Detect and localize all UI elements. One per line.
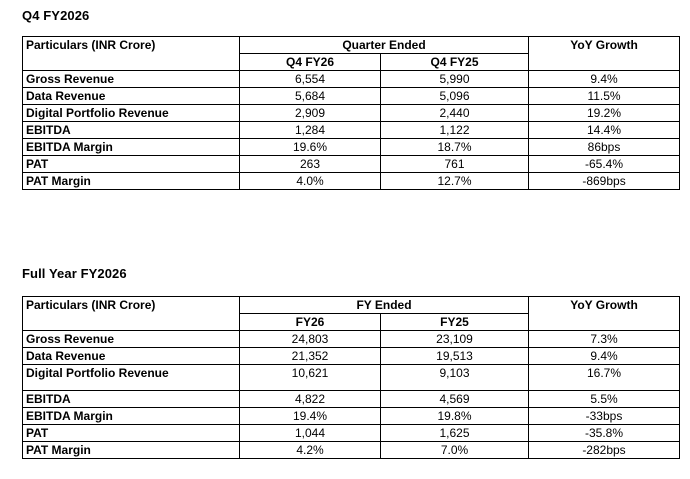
yoy-value-cell: 9.4%	[528, 347, 680, 365]
current-value-cell: 1,044	[239, 424, 381, 442]
row-label-cell: PAT	[22, 424, 240, 442]
table-row: Digital Portfolio Revenue 10,621 9,103 1…	[22, 364, 680, 391]
yoy-value-cell: 5.5%	[528, 390, 680, 408]
row-label-cell: Data Revenue	[22, 87, 240, 105]
current-value-cell: 1,284	[239, 121, 381, 139]
yoy-value-cell: -869bps	[528, 172, 681, 190]
current-value-cell: 263	[239, 155, 381, 173]
row-label-cell: PAT	[22, 155, 240, 173]
prior-value-cell: 761	[379, 155, 530, 173]
particulars-header-cell: Particulars (INR Crore)	[22, 36, 240, 71]
current-value-cell: 4,822	[239, 390, 381, 408]
prior-value-cell: 7.0%	[380, 441, 529, 459]
current-value-cell: 19.4%	[239, 407, 381, 425]
prior-period-header-cell: Q4 FY25	[379, 53, 530, 71]
row-label-cell: EBITDA Margin	[22, 138, 240, 156]
table-row: Gross Revenue 6,554 5,990 9.4%	[22, 70, 681, 88]
current-value-cell: 4.0%	[239, 172, 381, 190]
prior-value-cell: 19.8%	[380, 407, 529, 425]
yoy-value-cell: -282bps	[528, 441, 680, 459]
header-row-primary: Particulars (INR Crore) Quarter Ended Yo…	[22, 36, 681, 71]
period-group-header-cell: Quarter Ended	[238, 36, 530, 54]
row-label-cell: EBITDA Margin	[22, 407, 240, 425]
row-label-cell: PAT Margin	[22, 172, 240, 190]
period-group-header-cell: FY Ended	[239, 296, 529, 314]
table-row: PAT 1,044 1,625 -35.8%	[22, 424, 680, 442]
current-period-header-cell: FY26	[239, 313, 381, 331]
yoy-value-cell: 86bps	[528, 138, 681, 156]
row-label-cell: EBITDA	[22, 121, 240, 139]
current-value-cell: 21,352	[239, 347, 381, 365]
particulars-header-cell: Particulars (INR Crore)	[22, 296, 240, 331]
prior-value-cell: 18.7%	[379, 138, 530, 156]
yoy-value-cell: -65.4%	[528, 155, 681, 173]
header-row-primary: Particulars (INR Crore) FY Ended YoY Gro…	[22, 296, 680, 331]
table-row: PAT Margin 4.0% 12.7% -869bps	[22, 172, 681, 190]
prior-value-cell: 12.7%	[379, 172, 530, 190]
table-row: EBITDA 4,822 4,569 5.5%	[22, 390, 680, 408]
row-label-cell: Gross Revenue	[22, 330, 240, 348]
yoy-value-cell: 11.5%	[528, 87, 681, 105]
current-value-cell: 4.2%	[239, 441, 381, 459]
row-label-cell: Gross Revenue	[22, 70, 240, 88]
full-year-section-heading: Full Year FY2026	[22, 266, 127, 281]
prior-value-cell: 1,625	[380, 424, 529, 442]
yoy-value-cell: 9.4%	[528, 70, 681, 88]
current-value-cell: 6,554	[239, 70, 381, 88]
prior-period-header-cell: FY25	[380, 313, 529, 331]
prior-value-cell: 5,990	[379, 70, 530, 88]
yoy-value-cell: 14.4%	[528, 121, 681, 139]
table-row: EBITDA Margin 19.4% 19.8% -33bps	[22, 407, 680, 425]
yoy-value-cell: -33bps	[528, 407, 680, 425]
q4-results-table: Particulars (INR Crore) Quarter Ended Yo…	[22, 36, 681, 190]
full-year-results-table: Particulars (INR Crore) FY Ended YoY Gro…	[22, 296, 680, 459]
prior-value-cell: 9,103	[380, 364, 529, 391]
table-row: Digital Portfolio Revenue 2,909 2,440 19…	[22, 104, 681, 122]
prior-value-cell: 1,122	[379, 121, 530, 139]
table-row: PAT Margin 4.2% 7.0% -282bps	[22, 441, 680, 459]
prior-value-cell: 5,096	[379, 87, 530, 105]
prior-value-cell: 2,440	[379, 104, 530, 122]
current-value-cell: 19.6%	[239, 138, 381, 156]
row-label-cell: Digital Portfolio Revenue	[22, 364, 240, 391]
yoy-value-cell: 16.7%	[528, 364, 680, 391]
current-value-cell: 2,909	[239, 104, 381, 122]
yoy-growth-header-cell: YoY Growth	[528, 296, 680, 331]
prior-value-cell: 19,513	[380, 347, 529, 365]
table-row: EBITDA Margin 19.6% 18.7% 86bps	[22, 138, 681, 156]
table-row: PAT 263 761 -65.4%	[22, 155, 681, 173]
table-row: Gross Revenue 24,803 23,109 7.3%	[22, 330, 680, 348]
table-row: EBITDA 1,284 1,122 14.4%	[22, 121, 681, 139]
table-row: Data Revenue 21,352 19,513 9.4%	[22, 347, 680, 365]
current-value-cell: 10,621	[239, 364, 381, 391]
yoy-value-cell: -35.8%	[528, 424, 680, 442]
yoy-growth-header-cell: YoY Growth	[528, 36, 681, 71]
table-row: Data Revenue 5,684 5,096 11.5%	[22, 87, 681, 105]
current-value-cell: 5,684	[239, 87, 381, 105]
row-label-cell: PAT Margin	[22, 441, 240, 459]
row-label-cell: Data Revenue	[22, 347, 240, 365]
q4-section-heading: Q4 FY2026	[22, 8, 90, 23]
row-label-cell: Digital Portfolio Revenue	[22, 104, 240, 122]
prior-value-cell: 4,569	[380, 390, 529, 408]
prior-value-cell: 23,109	[380, 330, 529, 348]
current-value-cell: 24,803	[239, 330, 381, 348]
current-period-header-cell: Q4 FY26	[239, 53, 381, 71]
row-label-cell: EBITDA	[22, 390, 240, 408]
yoy-value-cell: 7.3%	[528, 330, 680, 348]
yoy-value-cell: 19.2%	[528, 104, 681, 122]
